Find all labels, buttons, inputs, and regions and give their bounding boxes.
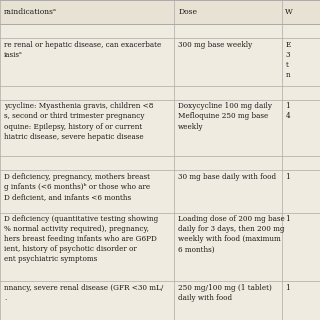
Text: D deficiency (quantitative testing showing
% normal activity required), pregnanc: D deficiency (quantitative testing showi… [4,215,158,263]
Text: Dose: Dose [178,8,197,16]
Text: 1: 1 [285,284,290,292]
Text: nnancy, severe renal disease (GFR <30 mL/
.: nnancy, severe renal disease (GFR <30 mL… [4,284,163,302]
Text: re renal or hepatic disease, can exacerbate
iasisᵃ: re renal or hepatic disease, can exacerb… [4,41,161,59]
Bar [0,24,320,38]
Text: E
3
t
n: E 3 t n [285,41,291,79]
Bar [0,170,320,212]
Text: 1
4: 1 4 [285,102,290,120]
Text: raindicationsᵃ: raindicationsᵃ [4,8,57,16]
Text: W: W [285,8,293,16]
Text: ycycline: Myasthenia gravis, children <8
s, second or third trimester pregnancy
: ycycline: Myasthenia gravis, children <8… [4,102,153,140]
Bar [0,86,320,100]
Text: 30 mg base daily with food: 30 mg base daily with food [178,173,276,181]
Bar [0,0,174,24]
Text: 300 mg base weekly: 300 mg base weekly [178,41,252,49]
Text: 1: 1 [285,173,290,181]
Bar [0,100,320,156]
Bar [0,156,320,170]
Bar [282,0,320,24]
Bar [0,212,320,281]
Text: D deficiency, pregnancy, mothers breast
g infants (<6 months)ᵇ or those who are
: D deficiency, pregnancy, mothers breast … [4,173,150,201]
Bar [0,281,320,320]
Text: 250 mg/100 mg (1 tablet)
daily with food: 250 mg/100 mg (1 tablet) daily with food [178,284,272,302]
Text: Loading dose of 200 mg base
daily for 3 days, then 200 mg
weekly with food (maxi: Loading dose of 200 mg base daily for 3 … [178,215,285,253]
Bar [174,0,282,24]
Text: 1: 1 [285,215,290,223]
Text: Doxycycline 100 mg daily
Mefloquine 250 mg base
weekly: Doxycycline 100 mg daily Mefloquine 250 … [178,102,272,131]
Bar [0,38,320,86]
